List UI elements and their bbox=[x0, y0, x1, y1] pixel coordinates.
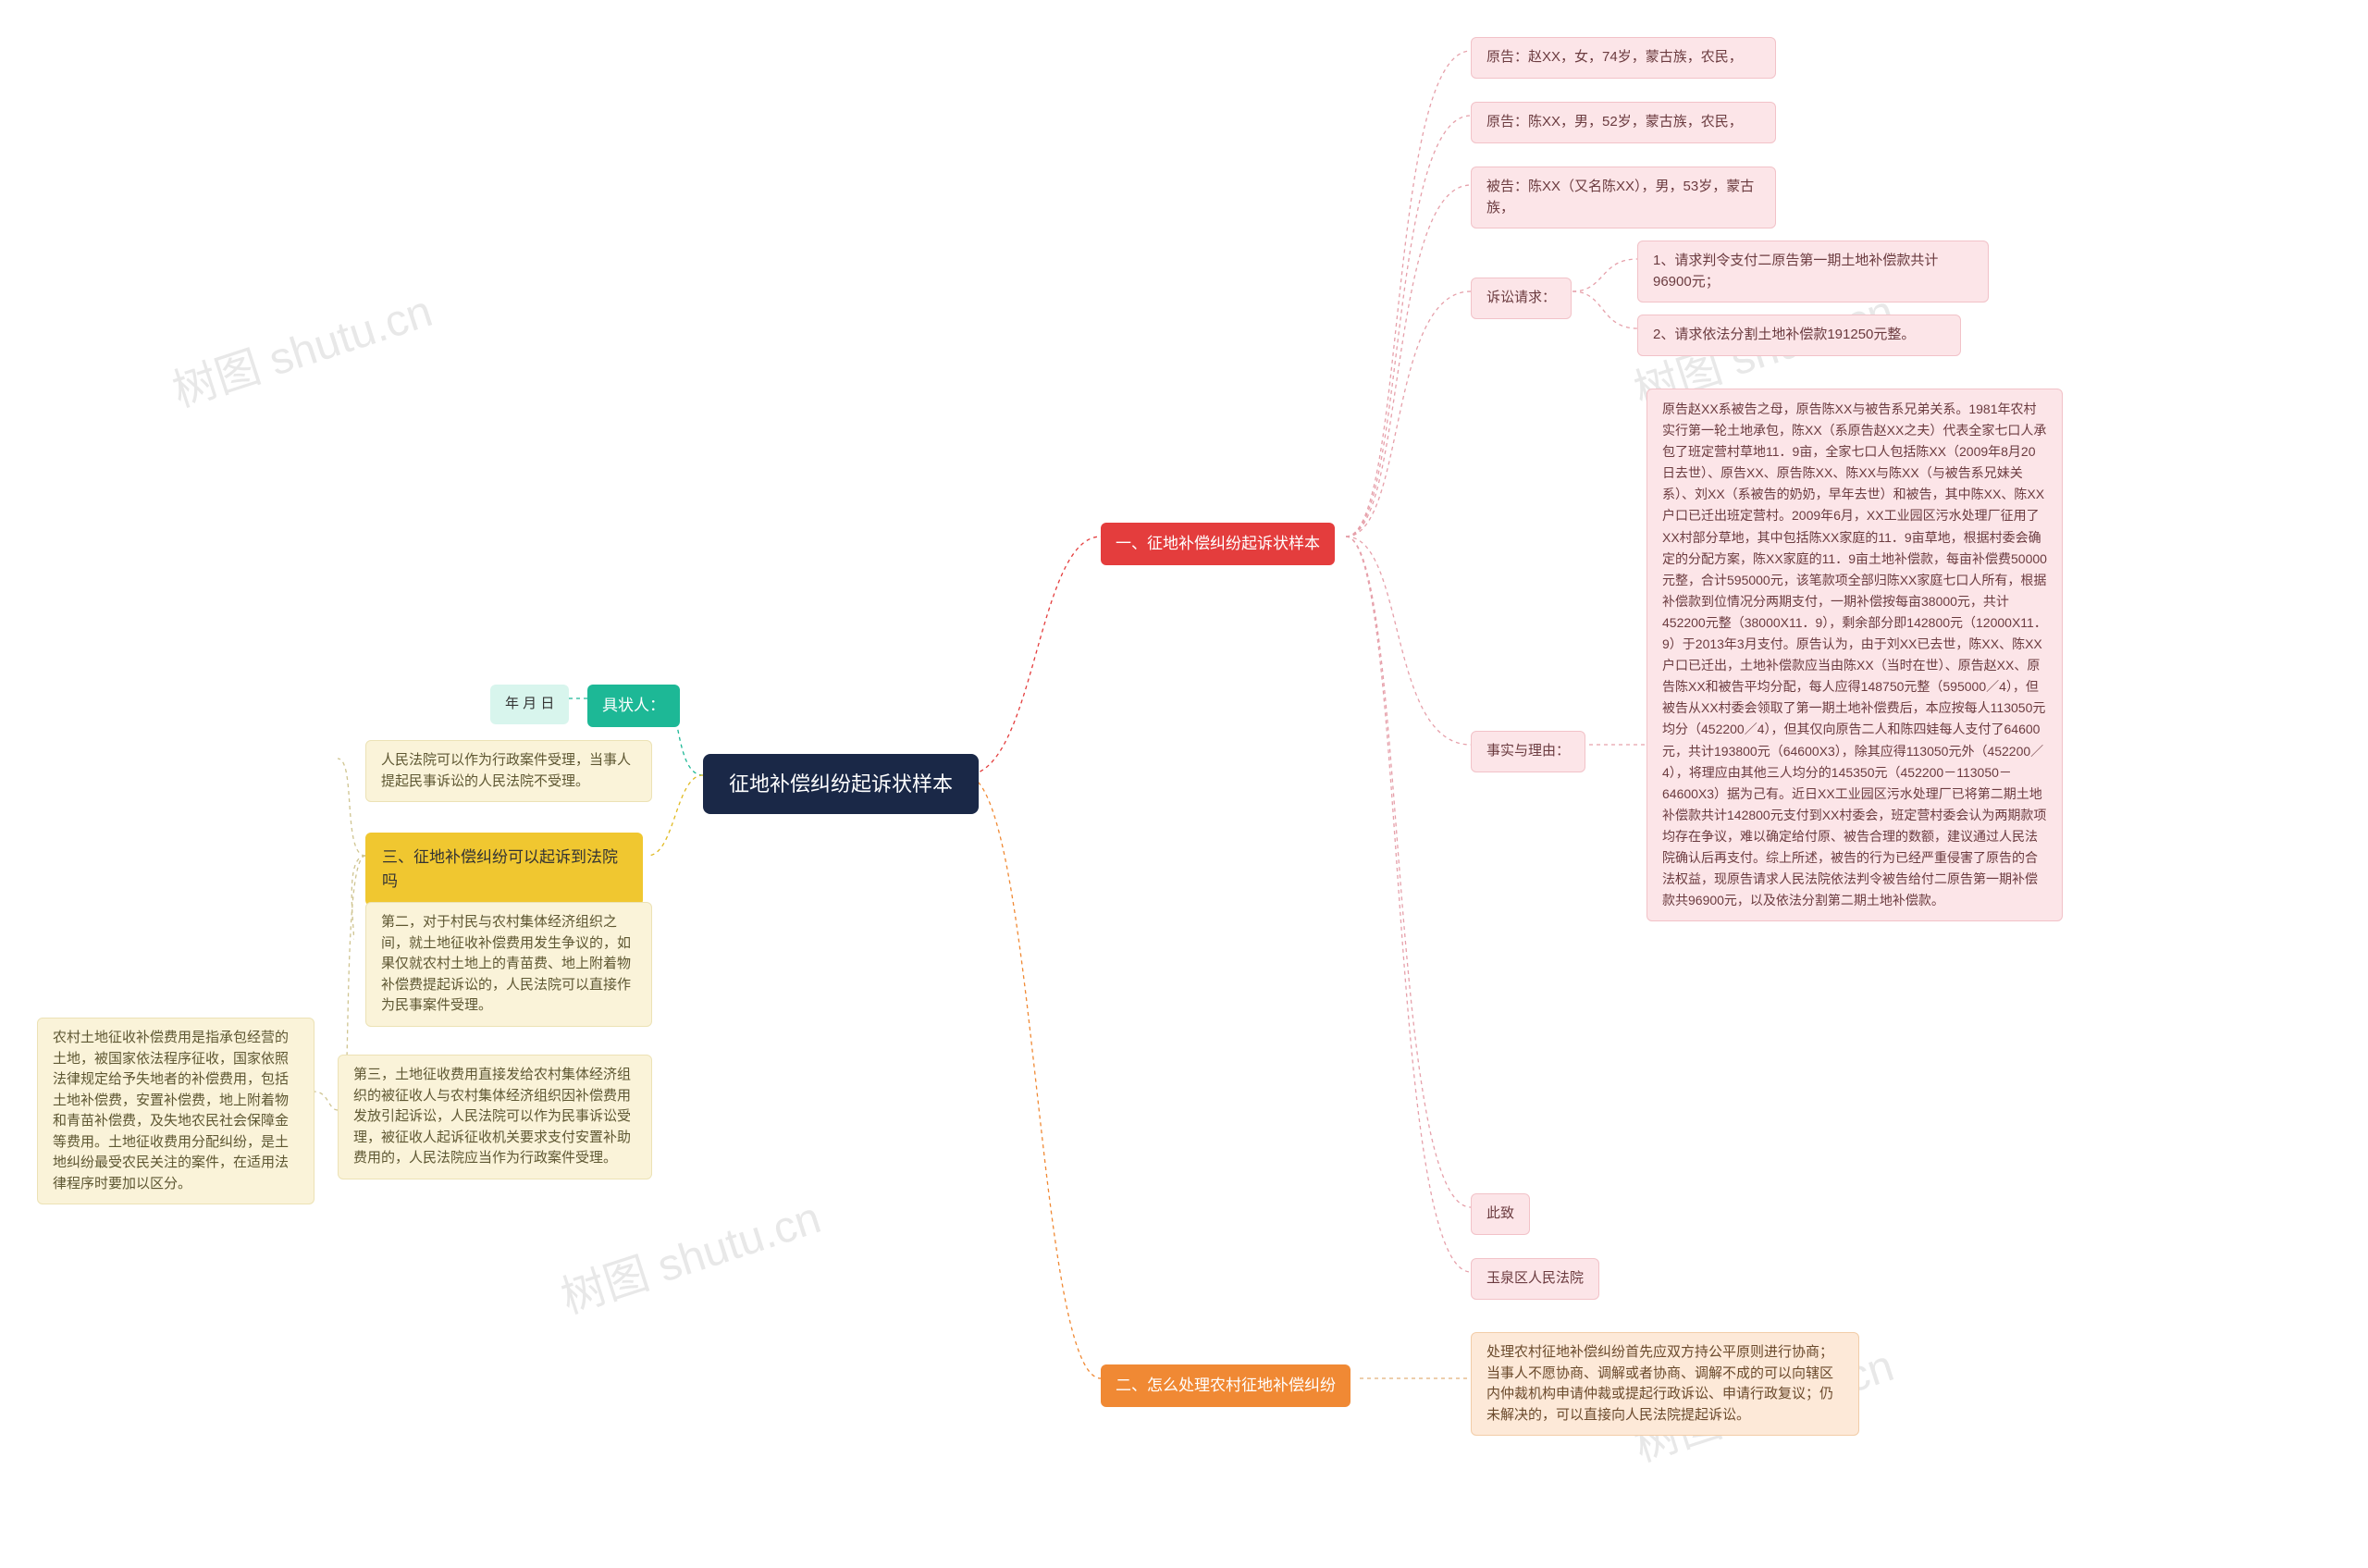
leaf-court[interactable]: 玉泉区人民法院 bbox=[1471, 1258, 1599, 1300]
connector bbox=[314, 1092, 338, 1110]
leaf-court-3[interactable]: 第三，土地征收费用直接发给农村集体经济组织的被征收人与农村集体经济组织因补偿费用… bbox=[338, 1055, 652, 1179]
watermark: 树图 shutu.cn bbox=[551, 1181, 827, 1326]
connector bbox=[1346, 537, 1471, 745]
connector bbox=[966, 775, 1101, 1378]
leaf-plaintiff-2[interactable]: 原告：陈XX，男，52岁，蒙古族，农民， bbox=[1471, 102, 1776, 143]
root-node[interactable]: 征地补偿纠纷起诉状样本 bbox=[703, 754, 979, 814]
leaf-defendant[interactable]: 被告：陈XX（又名陈XX），男，53岁，蒙古族， bbox=[1471, 167, 1776, 228]
connector bbox=[338, 759, 365, 856]
connector bbox=[1346, 291, 1471, 537]
section-3[interactable]: 三、征地补偿纠纷可以起诉到法院吗 bbox=[365, 833, 643, 906]
leaf-cizhi[interactable]: 此致 bbox=[1471, 1193, 1530, 1235]
connector bbox=[1346, 185, 1471, 537]
leaf-claim-1[interactable]: 1、请求判令支付二原告第一期土地补偿款共计96900元； bbox=[1637, 241, 1989, 302]
connector bbox=[1346, 537, 1471, 1207]
watermark: 树图 shutu.cn bbox=[163, 275, 438, 419]
section-4b[interactable]: 年 月 日 bbox=[490, 685, 569, 724]
leaf-facts-label[interactable]: 事实与理由： bbox=[1471, 731, 1585, 772]
leaf-court-4[interactable]: 农村土地征收补偿费用是指承包经营的土地，被国家依法程序征收，国家依照法律规定给予… bbox=[37, 1018, 314, 1204]
connector bbox=[1572, 259, 1637, 291]
leaf-court-2[interactable]: 第二，对于村民与农村集体经济组织之间，就土地征收补偿费用发生争议的，如果仅就农村… bbox=[365, 902, 652, 1027]
leaf-court-1[interactable]: 人民法院可以作为行政案件受理，当事人提起民事诉讼的人民法院不受理。 bbox=[365, 740, 652, 802]
connector bbox=[1572, 291, 1637, 328]
leaf-plaintiff-1[interactable]: 原告：赵XX，女，74岁，蒙古族，农民， bbox=[1471, 37, 1776, 79]
leaf-claim-2[interactable]: 2、请求依法分割土地补偿款191250元整。 bbox=[1637, 315, 1961, 356]
leaf-handle-dispute[interactable]: 处理农村征地补偿纠纷首先应双方持公平原则进行协商；当事人不愿协商、调解或者协商、… bbox=[1471, 1332, 1859, 1436]
connector bbox=[648, 775, 703, 856]
leaf-claims-label[interactable]: 诉讼请求： bbox=[1471, 278, 1572, 319]
section-2[interactable]: 二、怎么处理农村征地补偿纠纷 bbox=[1101, 1364, 1350, 1407]
section-4[interactable]: 具状人： bbox=[587, 685, 680, 727]
connector bbox=[1346, 116, 1471, 537]
leaf-facts-body[interactable]: 原告赵XX系被告之母，原告陈XX与被告系兄弟关系。1981年农村实行第一轮土地承… bbox=[1646, 389, 2063, 921]
connector bbox=[966, 537, 1101, 775]
connector bbox=[1346, 51, 1471, 537]
connector bbox=[352, 856, 365, 939]
connector bbox=[1346, 537, 1471, 1272]
section-1[interactable]: 一、征地补偿纠纷起诉状样本 bbox=[1101, 523, 1335, 565]
